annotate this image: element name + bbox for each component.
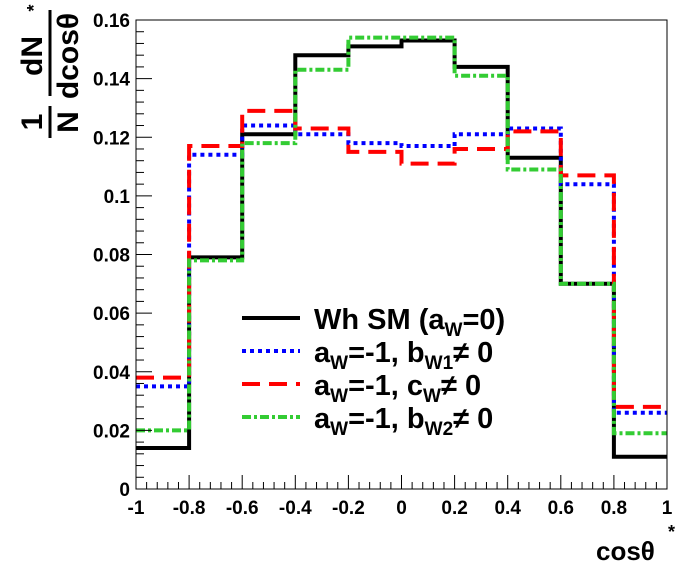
legend-label-part: ≠ 0 xyxy=(453,403,493,435)
x-tick-label: -0.6 xyxy=(226,498,259,519)
y-label-n: N xyxy=(52,111,85,133)
series-layer xyxy=(136,35,667,459)
ticks-layer: -1 -0.8 -0.6 -0.4 -0.2 0 0.2 0.4 0.6 0.8 1 0 0.02 0.0… xyxy=(93,11,673,519)
legend-label-part: W xyxy=(330,419,348,440)
x-tick-label: -0.8 xyxy=(173,498,206,519)
x-tick-label: -0.2 xyxy=(332,498,365,519)
x-label-text: cosθ xyxy=(596,536,655,566)
y-label-dcostheta: dcosθ xyxy=(52,13,85,99)
y-label-star: * xyxy=(24,4,44,11)
legend-label-part: =0) xyxy=(462,304,505,336)
legend-label-part: a xyxy=(314,403,331,435)
legend-label-part: W xyxy=(445,320,463,341)
x-tick-label: 0.4 xyxy=(494,498,521,519)
series-line-1 xyxy=(136,38,667,459)
legend-label-part: Wh SM (a xyxy=(314,304,445,336)
x-tick-label: 0 xyxy=(396,498,407,519)
legend-label-part: W xyxy=(330,353,348,374)
legend-label-part: =-1, b xyxy=(348,403,425,435)
legend-label-part: ≠ 0 xyxy=(453,337,493,369)
legend: Wh SM (aW=0)aW=-1, bW1≠ 0aW=-1, cW≠ 0aW=… xyxy=(242,304,505,440)
x-axis-label: cosθ * xyxy=(596,522,675,566)
x-label-star: * xyxy=(668,522,675,542)
legend-label-part: =-1, c xyxy=(348,370,423,402)
y-tick-label: 0.08 xyxy=(93,246,130,267)
y-tick-label: 0.12 xyxy=(93,128,130,149)
y-tick-label: 0 xyxy=(119,480,130,501)
x-tick-label: 1 xyxy=(662,498,673,519)
x-tick-label: 0.8 xyxy=(601,498,627,519)
legend-label-part: W xyxy=(423,386,441,407)
x-tick-label: -1 xyxy=(128,498,145,519)
series-line-4 xyxy=(136,35,667,436)
legend-label-part: =-1, b xyxy=(348,337,425,369)
legend-label-3: aW=-1, cW≠ 0 xyxy=(314,370,481,407)
y-tick-label: 0.16 xyxy=(93,11,130,32)
legend-label-2: aW=-1, bW1≠ 0 xyxy=(314,337,493,374)
legend-label-4: aW=-1, bW2≠ 0 xyxy=(314,403,493,440)
y-tick-label: 0.06 xyxy=(93,304,130,325)
legend-label-part: a xyxy=(314,370,331,402)
y-tick-label: 0.02 xyxy=(93,421,130,442)
y-tick-label: 0.04 xyxy=(93,363,130,384)
y-label-dn: dN xyxy=(16,36,49,76)
legend-label-part: W xyxy=(330,386,348,407)
legend-label-part: ≠ 0 xyxy=(441,370,481,402)
y-axis-label: 1 N dN dcosθ * xyxy=(16,4,85,138)
x-tick-label: 0.2 xyxy=(441,498,467,519)
legend-label-part: W2 xyxy=(425,419,454,440)
legend-label-part: W1 xyxy=(425,353,454,374)
y-label-numerator: 1 xyxy=(16,114,49,131)
legend-label-1: Wh SM (aW=0) xyxy=(314,304,505,341)
y-tick-label: 0.1 xyxy=(104,187,131,208)
y-tick-label: 0.14 xyxy=(93,70,130,91)
x-tick-label: 0.6 xyxy=(548,498,574,519)
legend-label-part: a xyxy=(314,337,331,369)
x-tick-label: -0.4 xyxy=(279,498,312,519)
